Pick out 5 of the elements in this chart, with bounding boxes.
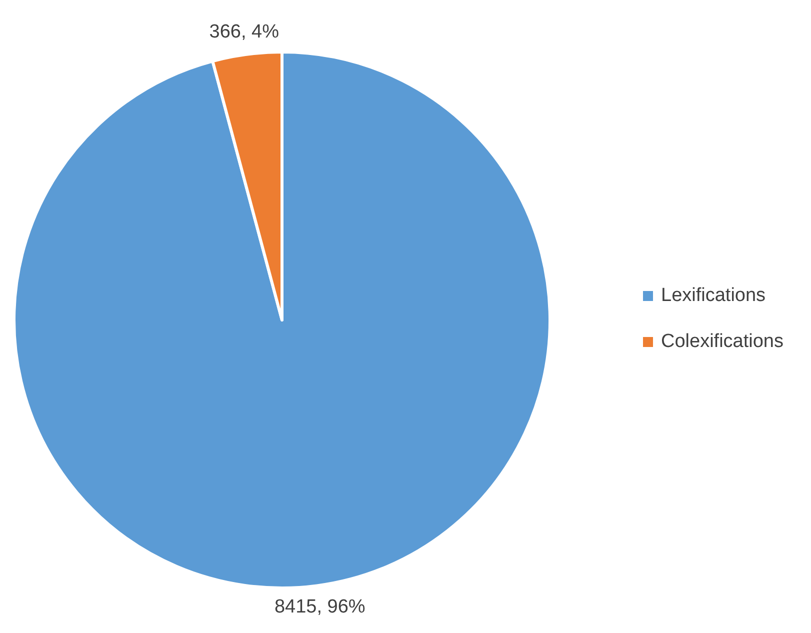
data-label: 366, 4% <box>209 22 280 42</box>
data-label: 8415, 96% <box>274 596 366 618</box>
legend-label: Lexifications <box>661 285 766 306</box>
legend-label: Colexifications <box>661 331 784 352</box>
pie-slice <box>12 50 552 589</box>
